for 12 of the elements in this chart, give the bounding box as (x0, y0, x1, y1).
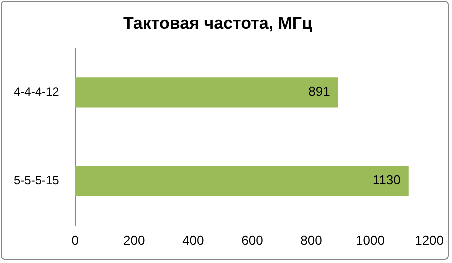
y-tick-label: 5-5-5-15 (14, 173, 60, 188)
x-tick-label: 600 (242, 232, 264, 248)
y-tick-label: 4-4-4-12 (14, 84, 60, 99)
x-tick-label: 0 (72, 232, 79, 248)
x-tick-label: 400 (182, 232, 204, 248)
x-tick-label: 1200 (415, 232, 444, 248)
chart-title: Тактовая частота, МГц (123, 14, 314, 33)
x-tick-label: 1000 (356, 232, 385, 248)
data-label: 891 (308, 84, 330, 100)
x-tick-label: 200 (124, 232, 146, 248)
x-tick-label: 800 (300, 232, 322, 248)
data-label: 1130 (372, 172, 401, 188)
